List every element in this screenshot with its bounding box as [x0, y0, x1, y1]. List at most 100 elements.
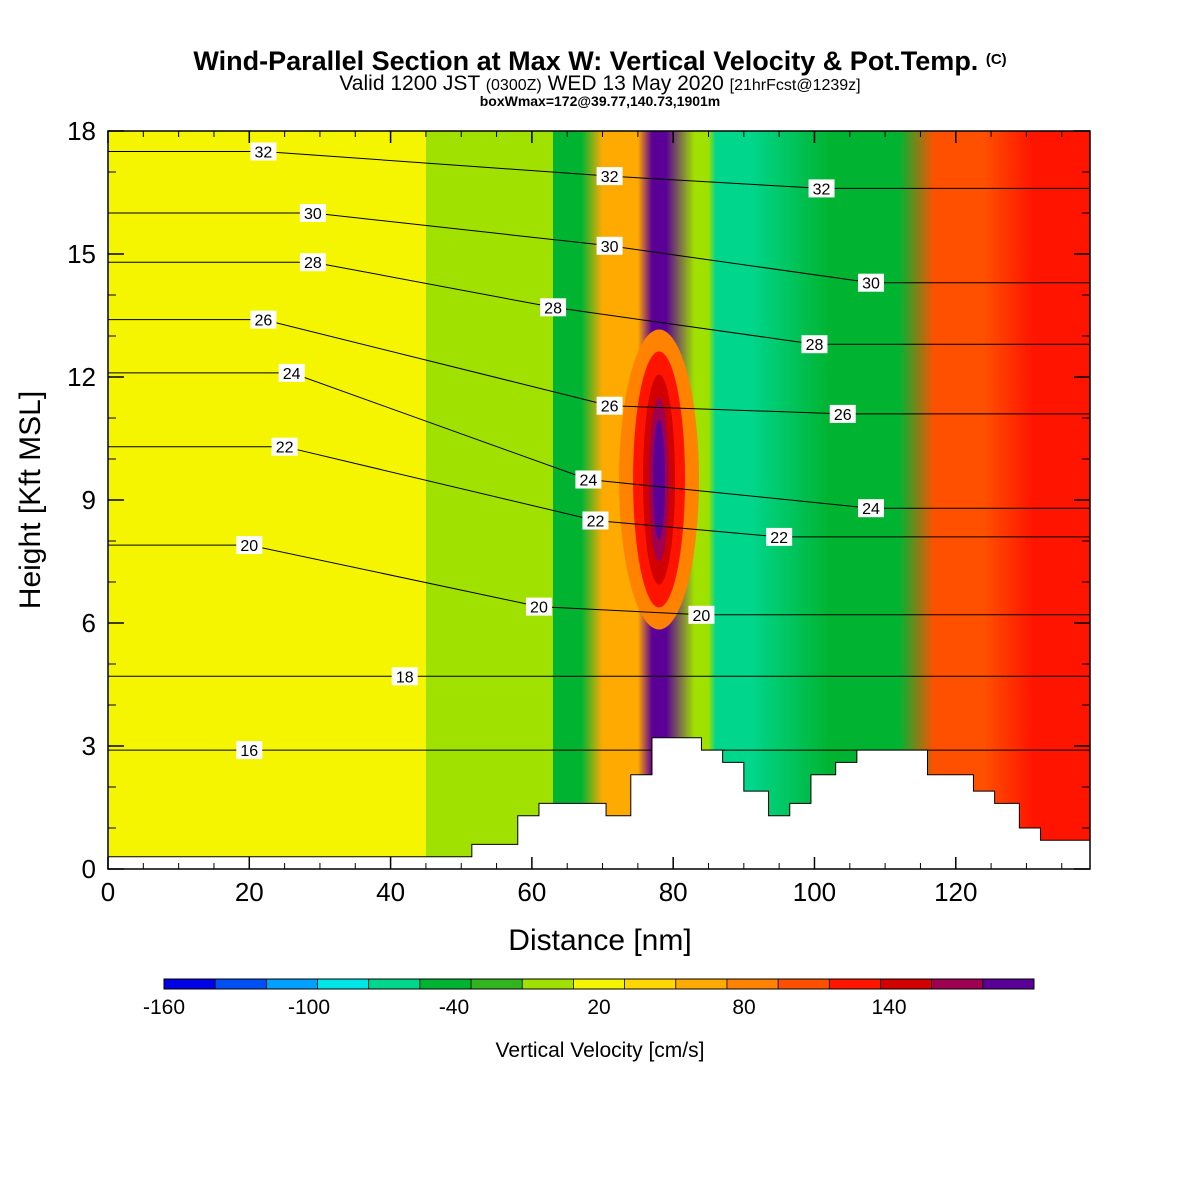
- theta-label: 32: [596, 167, 623, 186]
- y-tick-label: 0: [82, 854, 96, 884]
- colorbar-swatch: [573, 979, 626, 989]
- theta-label: 18: [391, 667, 418, 686]
- theta-label: 32: [808, 179, 835, 198]
- theta-label: 26: [596, 396, 623, 416]
- y-tick-label: 6: [82, 608, 96, 638]
- theta-label: 28: [299, 253, 326, 272]
- x-tick-label: 20: [235, 877, 264, 907]
- terrain-outline: [108, 737, 1090, 858]
- theta-label-text: 20: [530, 600, 548, 617]
- x-tick-label: 40: [376, 877, 405, 907]
- colorbar-tick-label: -100: [288, 996, 330, 1019]
- theta-label: 30: [299, 204, 326, 223]
- theta-label: 32: [250, 142, 277, 162]
- colorbar-tick-label: -160: [143, 996, 185, 1019]
- colorbar: -160 -100 -40 20 80 140: [143, 978, 1035, 1019]
- colorbar-frame: [163, 978, 1035, 990]
- theta-label-text: 24: [862, 501, 880, 518]
- colorbar-swatch: [419, 979, 472, 989]
- y-tick-label: 3: [82, 731, 96, 761]
- theta-label: 20: [688, 605, 715, 625]
- colorbar-swatch: [726, 979, 779, 989]
- theta-label-text: 24: [283, 366, 301, 383]
- theta-label: 30: [857, 273, 884, 293]
- x-axis: 0 20 40 60 80 100 120: [101, 131, 1063, 907]
- x-axis-label: Distance [nm]: [508, 924, 691, 957]
- colorbar-swatch: [522, 979, 574, 989]
- colorbar-swatch: [982, 979, 1035, 989]
- colorbar-tick-label: 80: [732, 996, 755, 1019]
- x-tick-label: 100: [793, 877, 836, 907]
- colorbar-swatch: [266, 979, 319, 989]
- colorbar-tick-label: -40: [439, 996, 469, 1019]
- title-mark: (C): [986, 51, 1007, 68]
- colorbar-label: Vertical Velocity [cm/s]: [496, 1039, 705, 1062]
- theta-label-text: 22: [770, 530, 788, 547]
- theta-label: 22: [582, 511, 609, 531]
- colorbar-swatch: [829, 979, 881, 989]
- theta-label-text: 28: [544, 300, 562, 317]
- theta-label: 22: [271, 437, 298, 457]
- colorbar-swatch: [471, 979, 523, 989]
- theta-label-text: 16: [240, 743, 258, 760]
- colorbar-swatch: [675, 979, 728, 989]
- theta-label-text: 26: [601, 399, 619, 416]
- theta-label-text: 22: [276, 440, 294, 457]
- colorbar-swatch: [778, 979, 830, 989]
- colorbar-tick-label: 140: [871, 996, 906, 1019]
- theta-label-text: 20: [240, 538, 258, 555]
- theta-label: 28: [540, 298, 567, 317]
- colorbar-swatch: [164, 979, 216, 989]
- updraft-core-layer: [619, 329, 700, 630]
- colorbar-swatch: [317, 979, 370, 989]
- theta-label-text: 32: [813, 181, 831, 198]
- theta-label-text: 28: [806, 337, 824, 354]
- y-tick-label: 12: [67, 362, 96, 392]
- colorbar-tick-label: 20: [587, 996, 610, 1019]
- theta-label: 20: [525, 597, 552, 617]
- y-tick-label: 9: [82, 485, 96, 515]
- colorbar-swatch: [215, 979, 267, 989]
- theta-label: 20: [236, 536, 263, 555]
- theta-label: 24: [278, 363, 305, 383]
- theta-label-text: 28: [304, 255, 322, 272]
- theta-label-text: 24: [580, 473, 598, 490]
- theta-label-text: 32: [601, 169, 619, 186]
- theta-label-text: 18: [396, 669, 414, 686]
- plot-field: 16 18 20 20 20 22 22 22 24 24 24 26 26 26 28 28 28 30 30 30…: [108, 131, 1090, 869]
- theta-label-text: 26: [255, 313, 273, 330]
- theta-label: 24: [857, 499, 884, 518]
- theta-label: 30: [596, 236, 623, 256]
- theta-label-text: 30: [304, 206, 322, 223]
- colorbar-swatch: [368, 979, 421, 989]
- x-tick-label: 80: [659, 877, 688, 907]
- theta-label: 24: [575, 470, 602, 490]
- y-axis-label: Height [Kft MSL]: [14, 391, 47, 609]
- x-tick-label: 0: [101, 877, 115, 907]
- updraft-core-4: [653, 419, 666, 540]
- chart-subtitle: Valid 1200 JST (0300Z) WED 13 May 2020 […: [339, 72, 860, 95]
- theta-label-text: 26: [834, 407, 852, 424]
- theta-label-text: 20: [693, 608, 711, 625]
- theta-label: 16: [236, 741, 263, 760]
- chart-title: Wind-Parallel Section at Max W: Vertical…: [193, 46, 1006, 76]
- theta-label-text: 30: [862, 276, 880, 293]
- chart-title-text: Wind-Parallel Section at Max W: Vertical…: [193, 46, 978, 76]
- theta-label-layer: 16 18 20 20 20 22 22 22 24 24 24 26 26 26 28 28 28 30 30 30…: [236, 142, 884, 760]
- colorbar-swatch: [880, 979, 933, 989]
- y-tick-label: 18: [67, 116, 96, 146]
- x-tick-label: 60: [517, 877, 546, 907]
- chart-subtitle-2: boxWmax=172@39.77,140.73,1901m: [480, 93, 721, 109]
- y-axis: 0 3 6 9 12 15 18: [67, 116, 1090, 884]
- theta-label-text: 22: [587, 514, 605, 531]
- theta-label: 22: [766, 527, 793, 547]
- theta-label: 26: [250, 310, 277, 330]
- theta-label: 28: [801, 335, 828, 354]
- colorbar-swatch: [624, 979, 677, 989]
- y-tick-label: 15: [67, 239, 96, 269]
- theta-label-text: 32: [255, 145, 273, 162]
- theta-label-text: 30: [601, 239, 619, 256]
- theta-label: 26: [829, 404, 856, 424]
- colorbar-swatch: [931, 979, 984, 989]
